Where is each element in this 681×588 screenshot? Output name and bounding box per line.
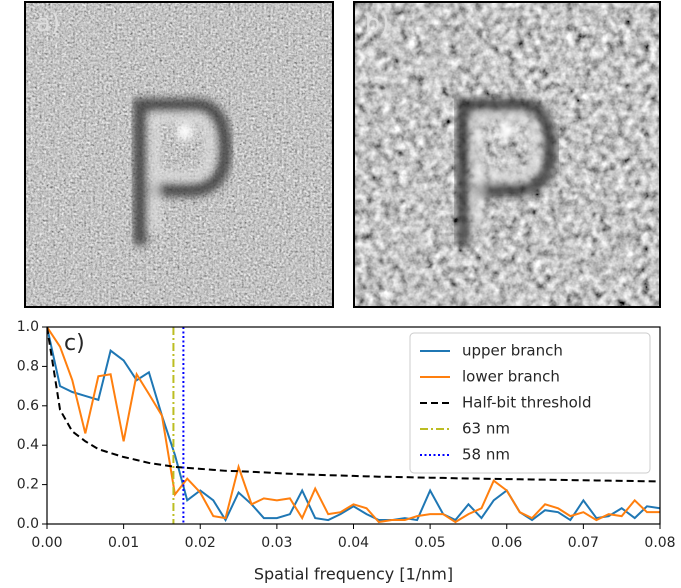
plot: 0.00 0.01 0.02 0.03 0.04 0.05 0.06 0.07 0.08 0.0 0… (17, 319, 676, 584)
legend-label: upper branch (462, 342, 563, 360)
x-tick-label: 0.00 (31, 535, 62, 551)
x-tick-label: 0.03 (261, 535, 292, 551)
y-tick-label: 0.4 (17, 437, 39, 453)
legend-label: 63 nm (462, 420, 510, 438)
x-tick-label: 0.05 (415, 535, 446, 551)
panel-b: b) (353, 1, 661, 308)
series-line (47, 327, 660, 483)
series-line (47, 327, 660, 524)
x-tick-label: 0.01 (108, 535, 139, 551)
series-group (47, 327, 660, 524)
panel-label: b) (365, 9, 390, 37)
y-tick-label: 0.8 (17, 358, 39, 374)
x-tick-label: 0.08 (644, 535, 675, 551)
x-tick-label: 0.06 (491, 535, 522, 551)
y-tick-label: 1.0 (17, 319, 39, 335)
y-tick-label: 0.2 (17, 477, 39, 493)
legend-box (409, 332, 651, 474)
legend-label: lower branch (462, 368, 560, 386)
annotation: c) (64, 331, 85, 356)
x-tick-label: 0.02 (185, 535, 216, 551)
axes-frame (46, 326, 661, 525)
panel-a: a) (24, 1, 334, 308)
x-axis-label: Spatial frequency [1/nm] (254, 565, 453, 584)
legend-label: Half-bit threshold (462, 394, 592, 412)
panel-label: a) (36, 9, 60, 37)
legend-label: 58 nm (462, 446, 510, 464)
y-tick-label: 0.6 (17, 398, 39, 414)
x-tick-label: 0.07 (568, 535, 599, 551)
x-tick-label: 0.04 (338, 535, 369, 551)
y-tick-label: 0.0 (17, 516, 39, 532)
series-line (47, 327, 660, 523)
